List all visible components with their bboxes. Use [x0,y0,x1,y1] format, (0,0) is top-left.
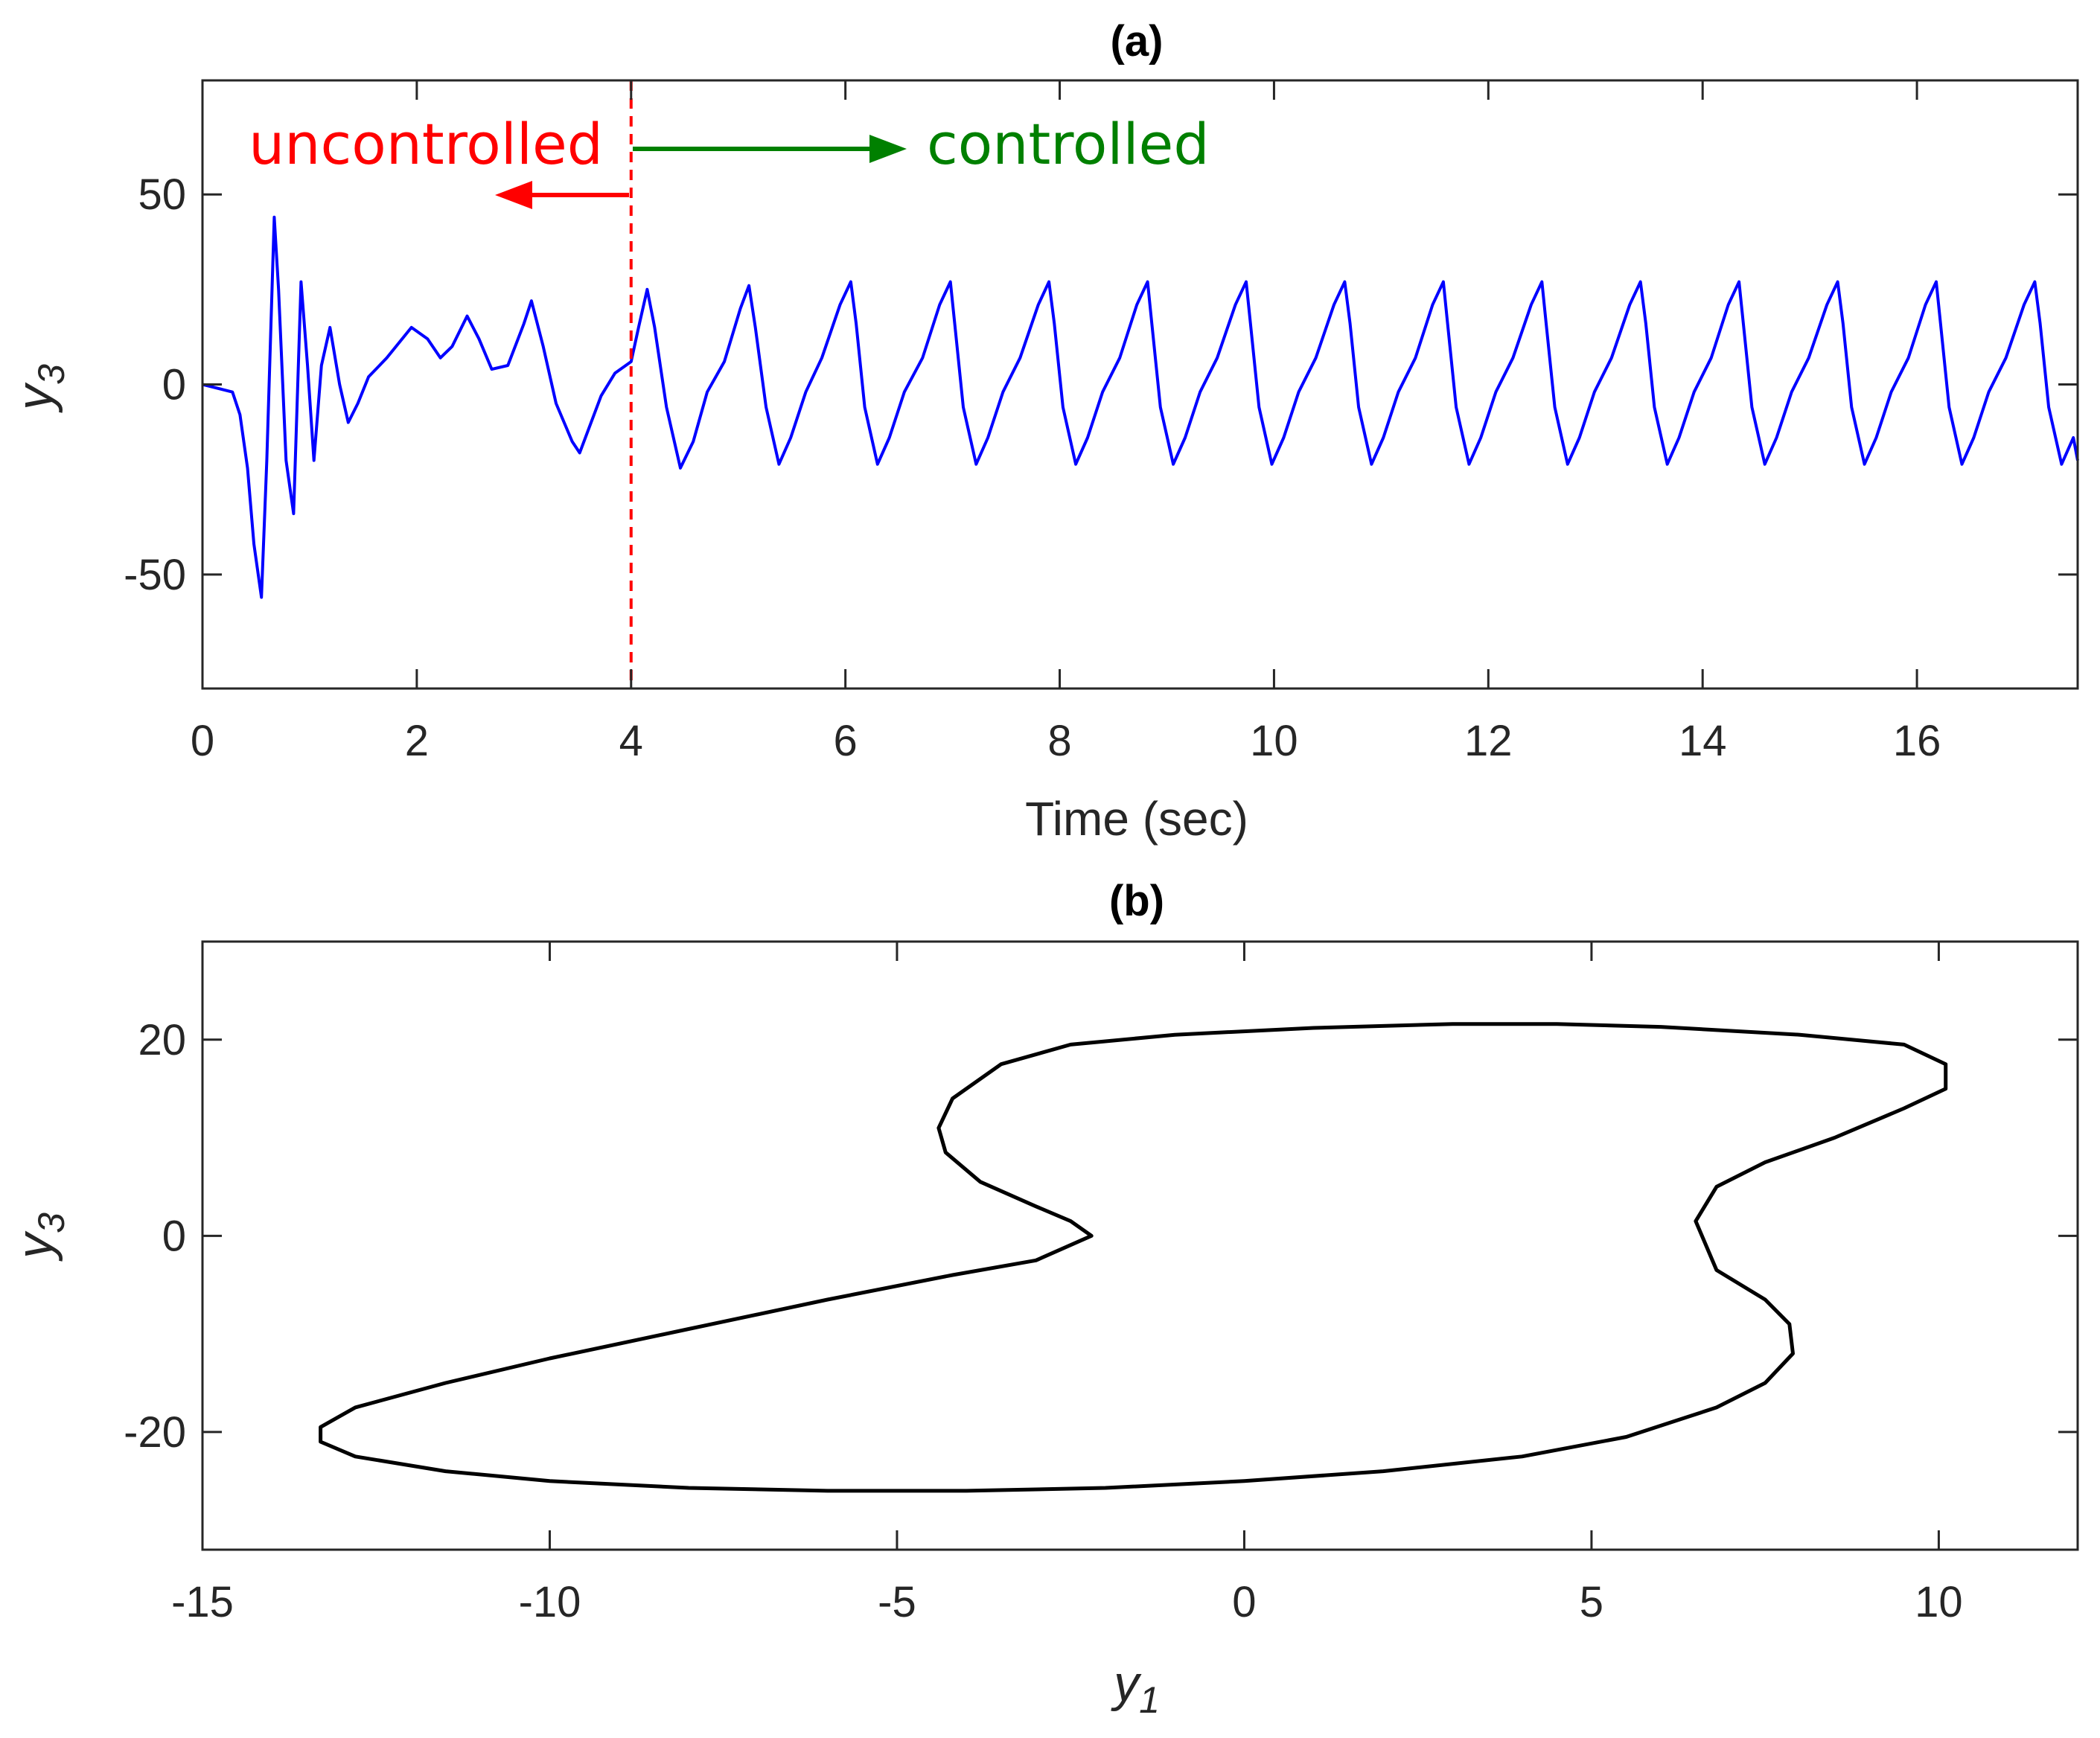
panel-b-x-tick-label: -10 [519,1578,581,1626]
panel-b-y-tick-label: 20 [138,1016,186,1064]
panel-b-x-ticks: -15 -10 -5 0 5 10 [171,942,1963,1626]
panel-b-x-label-main: y [1111,1655,1142,1712]
panel-b-x-tick-label: 0 [1232,1578,1256,1626]
panel-a-series-line [202,215,2079,599]
panel-a-x-tick-label: 16 [1893,717,1941,765]
panel-a-x-tick-label: 10 [1250,717,1298,765]
panel-a-y-label-sub: 3 [31,364,72,385]
panel-a-y-tick-label: 50 [138,170,186,219]
panel-b-y-ticks: -20 0 20 [124,1016,2078,1457]
panel-a-x-tick-label: 8 [1047,717,1071,765]
panel-b-y-tick-label: -20 [124,1408,186,1457]
panel-a-x-axis-label: Time (sec) [1025,792,1248,846]
panel-b-y-axis-label-group: y3 [7,1213,72,1262]
panel-a-y-ticks: -50 0 50 [124,170,2078,599]
panel-b-x-axis-label: y1 [1111,1655,1160,1721]
panel-b-axes-frame [201,940,2079,1551]
panel-b-series-line [319,1022,1948,1493]
panel-a-y-tick-label: 0 [162,361,186,409]
panel-a: (a) -50 0 50 0 2 4 6 8 10 12 14 16 Time (sec) y3 u… [7,17,2079,846]
panel-a-x-tick-label: 12 [1464,717,1513,765]
panel-b-y-axis-label: y3 [7,1213,72,1262]
panel-a-y-axis-label: y3 [7,364,72,413]
panel-b-x-tick-label: 10 [1915,1578,1963,1626]
panel-b-plot-area [201,940,2079,1551]
controlled-label: controlled [927,111,1210,177]
panel-a-x-tick-label: 6 [834,717,858,765]
panel-b-y-label-sub: 3 [31,1213,72,1233]
uncontrolled-arrow [495,181,629,209]
panel-a-title: (a) [1111,17,1164,66]
panel-b-x-tick-label: 5 [1580,1578,1603,1626]
panel-a-y-axis-label-group: y3 [7,364,72,413]
panel-a-x-ticks: 0 2 4 6 8 10 12 14 16 [191,80,1941,765]
panel-a-y-label-main: y [7,382,63,413]
panel-b-title: (b) [1109,877,1164,925]
uncontrolled-label: uncontrolled [249,111,603,177]
panel-a-x-tick-label: 2 [405,717,429,765]
panel-b-x-label-sub: 1 [1139,1679,1160,1721]
panel-b-y-label-main: y [7,1230,63,1262]
panel-b-x-tick-label: -15 [171,1578,234,1626]
controlled-arrow [633,135,907,163]
panel-b-y-tick-label: 0 [162,1212,186,1260]
panel-a-x-tick-label: 14 [1679,717,1727,765]
panel-a-y-tick-label: -50 [124,551,186,599]
panel-a-x-tick-label: 4 [619,717,643,765]
panel-a-x-tick-label: 0 [191,717,214,765]
panel-b-x-tick-label: -5 [878,1578,916,1626]
